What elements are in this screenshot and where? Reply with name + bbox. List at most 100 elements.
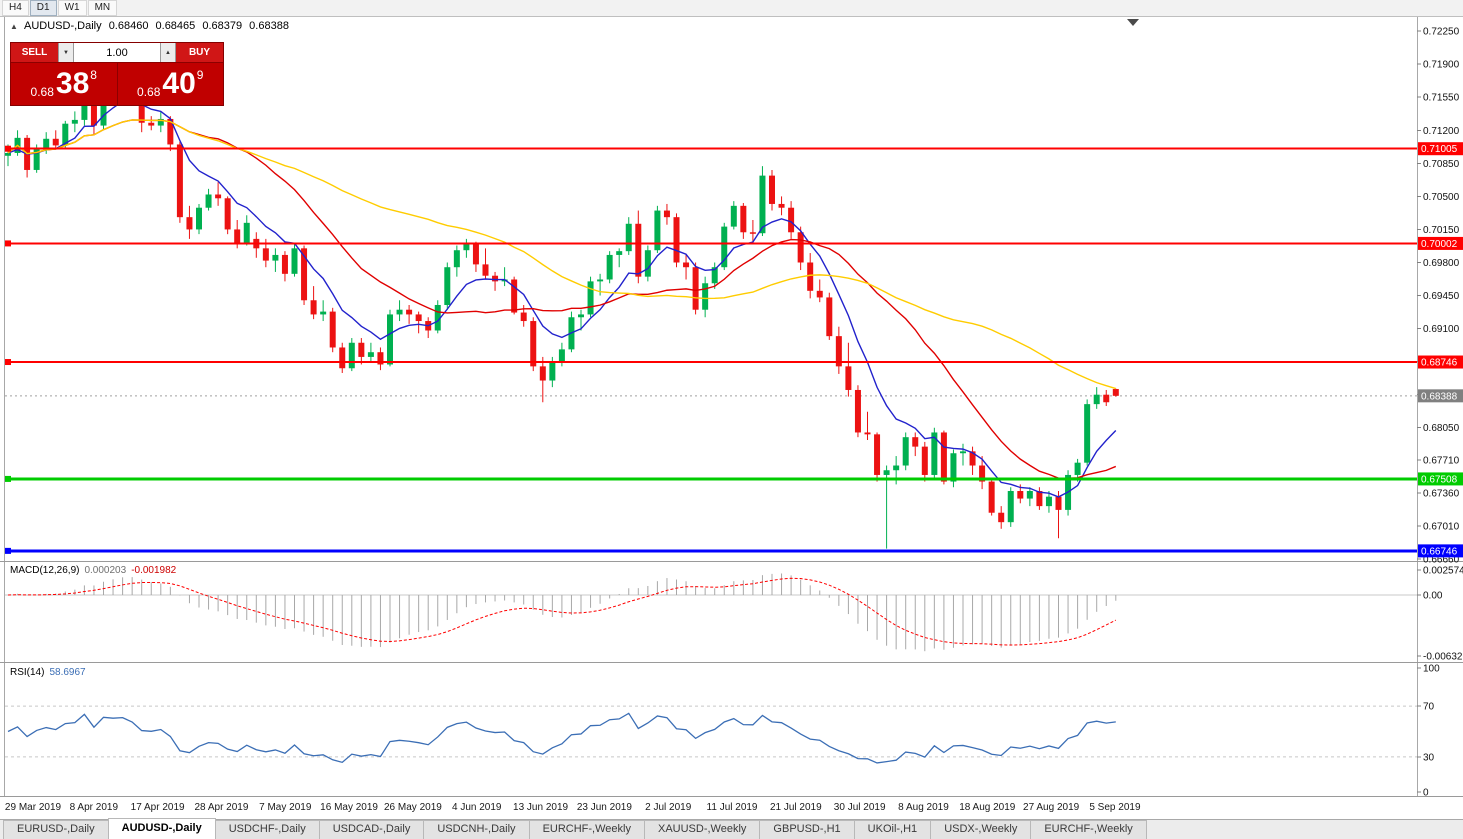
sell-button[interactable]: SELL [11, 43, 58, 62]
candle [711, 267, 718, 284]
candle [52, 138, 59, 146]
chart-tab-usdx-weekly[interactable]: USDX-,Weekly [930, 820, 1032, 839]
volume-input[interactable] [74, 43, 160, 62]
chart-tab-usdcnh-daily[interactable]: USDCNH-,Daily [423, 820, 530, 839]
candle [301, 248, 308, 301]
timeframe-toolbar: H4 D1 W1 MN [0, 0, 1463, 17]
candle [1045, 496, 1052, 507]
axis-label: 0.69800 [1423, 258, 1460, 269]
candle [415, 314, 422, 322]
candle [1017, 491, 1024, 499]
macd-indicator-label: MACD(12,26,9) 0.000203 -0.001982 [10, 565, 176, 576]
hline-handle[interactable] [5, 145, 11, 152]
tf-button-mn[interactable]: MN [87, 0, 118, 16]
chart-tab-usdchf-daily[interactable]: USDCHF-,Daily [214, 820, 320, 839]
candle [578, 314, 584, 318]
axis-label: 30 Jul 2019 [834, 802, 886, 813]
hline-handle[interactable] [5, 240, 11, 247]
candle [912, 437, 919, 447]
candle [167, 118, 174, 145]
chart-tab-usdcad-daily[interactable]: USDCAD-,Daily [318, 820, 425, 839]
tf-button-h4[interactable]: H4 [2, 0, 29, 16]
axis-label: 0.71200 [1423, 126, 1460, 137]
candle [520, 312, 527, 322]
volume-increase-button[interactable]: ▲ [160, 43, 176, 62]
axis-label: 0.67360 [1423, 488, 1460, 499]
candle [291, 248, 298, 274]
one-click-collapse-icon[interactable]: ▲ [10, 22, 18, 31]
tf-button-d1[interactable]: D1 [29, 0, 57, 16]
candle [196, 207, 202, 230]
candle [759, 175, 766, 234]
rsi-name: RSI(14) [10, 667, 45, 678]
candle [157, 118, 164, 126]
axis-label: 0.66746 [1421, 546, 1458, 557]
axis-label: 0.70850 [1423, 159, 1460, 170]
candle [702, 283, 709, 310]
buy-price[interactable]: 0.68 40 9 [118, 63, 224, 105]
axis-label: 0.66660 [1423, 555, 1460, 566]
buy-button[interactable]: BUY [176, 43, 223, 62]
chart-tab-eurusd-daily[interactable]: EURUSD-,Daily [3, 820, 109, 839]
candle [721, 226, 728, 268]
volume-decrease-button[interactable]: ▼ [58, 43, 74, 62]
candle [788, 207, 795, 233]
ohlc-high: 0.68465 [155, 20, 196, 32]
chart-tab-xauusd-weekly[interactable]: XAUUSD-,Weekly [643, 820, 761, 839]
candle [606, 254, 613, 280]
sell-price-sup: 8 [90, 68, 97, 82]
axis-label: 13 Jun 2019 [513, 802, 568, 813]
candle [1084, 404, 1091, 463]
candle [482, 264, 489, 276]
candle [511, 279, 518, 313]
candle [224, 198, 231, 230]
hline-handle[interactable] [5, 475, 11, 482]
candle [921, 446, 928, 475]
candle [281, 254, 288, 274]
candle [1103, 394, 1110, 403]
candle [444, 267, 451, 305]
candle [234, 229, 241, 244]
one-click-top-row: SELL ▼ ▲ BUY [11, 43, 223, 63]
candle [434, 304, 441, 331]
candle [826, 297, 833, 337]
chart-tab-gbpusd-h1[interactable]: GBPUSD-,H1 [759, 820, 855, 839]
candle [835, 336, 842, 367]
candle [1093, 394, 1100, 405]
candle [215, 194, 222, 199]
candle [320, 311, 327, 315]
price-label-box [1418, 236, 1463, 250]
candle [1074, 462, 1081, 475]
ma-line-ma-fast [7, 98, 1117, 498]
candle [654, 210, 661, 251]
candle [644, 250, 651, 277]
candle [463, 243, 470, 251]
axis-label: 0.70002 [1421, 239, 1458, 250]
axis-label: 0.70500 [1423, 192, 1460, 203]
candle [339, 347, 346, 369]
candle [492, 275, 499, 282]
axis-label: 4 Jun 2019 [452, 802, 502, 813]
hline-handle[interactable] [5, 547, 11, 554]
candle [597, 279, 604, 282]
axis-label: 0.72250 [1423, 27, 1460, 38]
chart-shift-icon[interactable] [1127, 19, 1139, 26]
chart-tab-eurchf-weekly[interactable]: EURCHF-,Weekly [1030, 820, 1147, 839]
candle [176, 144, 183, 218]
candle [558, 349, 565, 362]
candle [692, 267, 699, 310]
candle [1036, 491, 1043, 507]
candle [367, 352, 374, 357]
chart-tab-audusd-daily[interactable]: AUDUSD-,Daily [107, 818, 216, 839]
sell-price[interactable]: 0.68 38 8 [11, 63, 118, 105]
candle [864, 432, 871, 435]
hline-handle[interactable] [5, 359, 11, 366]
price-label-box [1418, 544, 1463, 558]
axis-label: 27 Aug 2019 [1023, 802, 1080, 813]
tf-button-w1[interactable]: W1 [57, 0, 87, 16]
chart-tab-ukoil-h1[interactable]: UKOil-,H1 [853, 820, 932, 839]
ma-line-ma-slow [7, 119, 1117, 390]
candle [406, 309, 413, 315]
rsi-value: 58.6967 [49, 667, 86, 678]
chart-tab-eurchf-weekly[interactable]: EURCHF-,Weekly [528, 820, 645, 839]
